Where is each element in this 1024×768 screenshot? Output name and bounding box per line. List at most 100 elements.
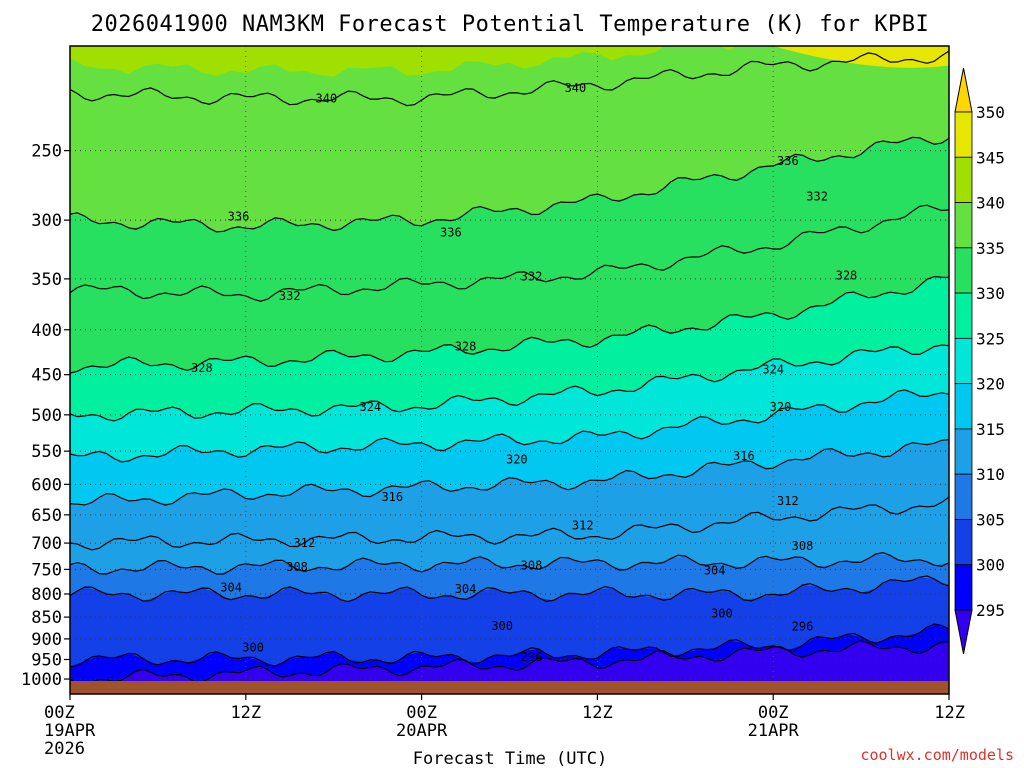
isentrope-296 (70, 640, 949, 686)
y-tick-label: 550 (31, 442, 62, 462)
contour-label: 308 (792, 539, 814, 553)
x-tick-label: 2026 (44, 739, 85, 759)
contour-label: 332 (279, 289, 301, 303)
colorbar-label: 350 (976, 103, 1005, 122)
contour-label: 300 (491, 619, 513, 633)
y-tick-label: 950 (31, 650, 62, 670)
grid-layer (70, 46, 949, 694)
fill-band-296 (70, 640, 949, 694)
contour-label-layer: 340 340 336 336 336 332 332 332 328 328 328 324 324 3… (191, 81, 857, 664)
colorbar-swatch (954, 202, 973, 249)
y-tick-label: 1000 (21, 670, 62, 690)
contour-label: 320 (506, 452, 528, 466)
colorbar-swatch (954, 473, 973, 520)
contour-label: 304 (455, 582, 477, 596)
colorbar-bottom-arrow (954, 609, 973, 655)
x-tick-label: 21APR (748, 721, 800, 741)
y-tick-label: 650 (31, 506, 62, 526)
colorbar-swatch (954, 156, 973, 203)
colorbar-label: 340 (976, 194, 1005, 213)
contour-label: 312 (294, 536, 316, 550)
contour-label: 324 (359, 400, 381, 414)
y-tick-label: 700 (31, 534, 62, 554)
plot-frame (69, 45, 950, 695)
fill-band-350 (773, 46, 949, 68)
x-axis-title: Forecast Time (UTC) (413, 749, 607, 768)
y-tick-label: 800 (31, 585, 62, 605)
colorbar-swatch (954, 292, 973, 339)
chart-title: 2026041900 NAM3KM Forecast Potential Tem… (91, 12, 929, 37)
contour-label: 340 (316, 91, 338, 105)
isentrope-layer (70, 50, 949, 686)
x-tick-label: 00Z (758, 703, 789, 723)
temperature-fill-layer (70, 46, 949, 694)
isentrope-308 (70, 551, 949, 575)
contour-label: 296 (792, 619, 814, 633)
colorbar-label: 315 (976, 420, 1005, 439)
contour-label: 336 (440, 226, 462, 240)
isentrope-340 (70, 50, 949, 107)
contour-label: 308 (521, 558, 543, 572)
y-tick-label: 350 (31, 270, 62, 290)
contour-label: 304 (704, 563, 726, 577)
contour-label: 316 (381, 490, 403, 504)
x-tick-label: 12Z (934, 703, 965, 723)
colorbar-swatch (954, 564, 973, 611)
x-tick-label: 00Z (44, 703, 75, 723)
y-tick-label: 250 (31, 142, 62, 162)
x-tick-label: 12Z (582, 703, 613, 723)
colorbar-label: 300 (976, 556, 1005, 575)
contour-label: 312 (777, 494, 799, 508)
colorbar: 350 345 340 335 330 325 320 315 310 305 300 295 (954, 67, 1005, 655)
colorbar-label: 325 (976, 329, 1005, 348)
contour-label: 316 (733, 449, 755, 463)
isentrope-324 (70, 344, 949, 422)
isentrope-336 (70, 136, 949, 233)
y-tick-label: 750 (31, 560, 62, 580)
colorbar-label: 345 (976, 148, 1005, 167)
y-tick-label: 500 (31, 406, 62, 426)
x-tick-label: 19APR (44, 721, 96, 741)
y-axis: 2503003504004505005506006507007508008509… (21, 142, 70, 690)
colorbar-swatch (954, 519, 973, 566)
contour-label: 304 (220, 580, 242, 594)
colorbar-swatch (954, 383, 973, 430)
contour-label: 332 (806, 190, 828, 204)
contour-label: 328 (455, 340, 477, 354)
contour-label: 296 (521, 650, 543, 664)
colorbar-label: 305 (976, 510, 1005, 529)
contour-label: 328 (191, 361, 213, 375)
y-tick-label: 600 (31, 475, 62, 495)
isentrope-328 (70, 275, 949, 374)
colorbar-label: 310 (976, 465, 1005, 484)
terrain-bar (70, 681, 949, 694)
x-tick-label: 12Z (230, 703, 261, 723)
y-tick-label: 850 (31, 608, 62, 628)
y-tick-label: 300 (31, 211, 62, 231)
colorbar-swatch (954, 111, 973, 158)
y-tick-label: 900 (31, 630, 62, 650)
isentrope-320 (70, 389, 949, 463)
isentrope-316 (70, 439, 949, 506)
contour-label: 312 (572, 518, 594, 532)
contour-label: 336 (777, 154, 799, 168)
contour-label: 328 (836, 269, 858, 283)
colorbar-swatch (954, 247, 973, 294)
isentrope-312 (70, 496, 949, 551)
y-tick-label: 450 (31, 366, 62, 386)
contour-label: 308 (286, 560, 308, 574)
colorbar-label: 330 (976, 284, 1005, 303)
contour-label: 300 (242, 640, 264, 654)
credit-text[interactable]: coolwx.com/models (860, 746, 1014, 764)
colorbar-label: 335 (976, 239, 1005, 258)
contour-label: 300 (711, 606, 733, 620)
isentrope-332 (70, 204, 949, 302)
contour-label: 324 (762, 363, 784, 377)
isentrope-300 (70, 623, 949, 668)
contour-label: 320 (770, 400, 792, 414)
isentrope-304 (70, 575, 949, 603)
colorbar-swatch (954, 428, 973, 475)
contour-label: 336 (228, 209, 250, 223)
